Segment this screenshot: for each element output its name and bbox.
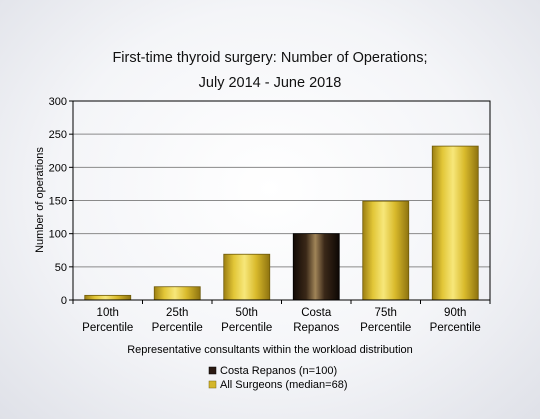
x-tick-label: Repanos (293, 322, 339, 334)
y-tick-label: 0 (61, 295, 67, 307)
bar-10th-percentile (84, 294, 132, 301)
x-tick-label: 75th (375, 307, 397, 319)
x-tick-label: 25th (166, 307, 188, 319)
x-tick-label: Percentile (221, 322, 272, 334)
plot-frame (72, 100, 491, 301)
legend: Costa Repanos (n=100) All Surgeons (medi… (208, 365, 348, 391)
legend-swatch-costa-repanos (208, 366, 217, 375)
x-axis-title: Representative consultants within the wo… (127, 344, 413, 356)
legend-label-costa-repanos: Costa Repanos (n=100) (220, 365, 337, 377)
gridlines (73, 133, 490, 268)
y-tick-label: 50 (55, 262, 67, 274)
y-tick-label: 200 (49, 162, 67, 174)
x-tick-label: Percentile (430, 322, 481, 334)
x-tick-label: 50th (236, 307, 258, 319)
x-tick-label: 90th (444, 307, 466, 319)
y-tick-label: 150 (49, 196, 67, 208)
bar-25th-percentile (153, 286, 201, 301)
chart-title-line-1: First-time thyroid surgery: Number of Op… (112, 50, 427, 66)
y-axis-title: Number of operations (34, 147, 46, 253)
y-tick-label: 300 (49, 96, 67, 108)
x-axis-labels: 10th Percentile 25th Percentile 50th Percenti… (72, 300, 491, 334)
legend-swatch-all-surgeons (208, 380, 217, 389)
x-tick-label: Percentile (82, 322, 133, 334)
chart-title-line-2: July 2014 - June 2018 (199, 75, 342, 91)
bar-50th-percentile (223, 253, 271, 301)
x-tick-label: 10th (97, 307, 119, 319)
y-tick-label: 100 (49, 229, 67, 241)
bar-costa-repanos (292, 233, 340, 301)
bar-90th-percentile (431, 145, 479, 301)
x-tick-label: Percentile (360, 322, 411, 334)
bars (84, 145, 479, 301)
bar-75th-percentile (362, 200, 410, 301)
y-tick-label: 250 (49, 129, 67, 141)
legend-label-all-surgeons: All Surgeons (median=68) (220, 379, 348, 391)
x-tick-label: Percentile (152, 322, 203, 334)
y-axis-ticks: 0 50 100 150 200 250 300 (49, 96, 73, 307)
x-tick-label: Costa (301, 307, 332, 319)
